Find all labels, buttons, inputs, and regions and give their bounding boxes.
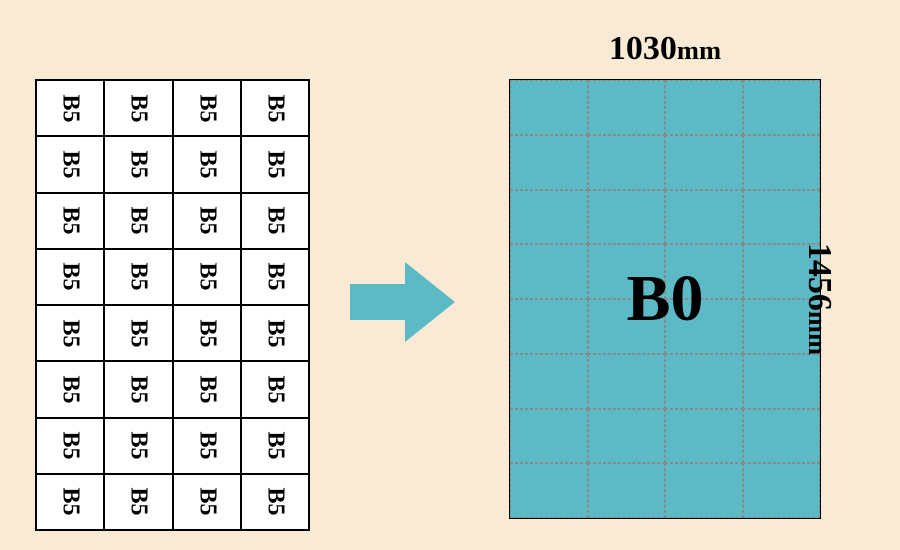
b0-subcell [588,463,666,518]
b5-cell-label: B5 [125,319,152,347]
b5-cell-label: B5 [261,432,288,460]
b0-subcell [588,190,666,245]
b5-cell-label: B5 [193,263,220,291]
width-dimension: 1030mm [509,30,821,68]
b5-cell-label: B5 [125,150,152,178]
height-dimension: 1456mm [798,79,838,519]
b5-cell: B5 [36,474,104,530]
b5-cell-label: B5 [193,319,220,347]
b5-cell: B5 [36,305,104,361]
b5-cell-label: B5 [57,375,84,403]
b5-cell: B5 [241,361,309,417]
arrow-icon [350,262,455,342]
b5-cell-label: B5 [193,94,220,122]
b0-subcell [510,409,588,464]
b5-cell: B5 [173,193,241,249]
b5-cell: B5 [173,474,241,530]
b0-subcell [510,299,588,354]
b0-subcell [510,463,588,518]
b0-subcell [665,299,743,354]
b5-cell-label: B5 [193,432,220,460]
b5-cell: B5 [36,193,104,249]
b5-cell: B5 [36,361,104,417]
b5-cell-label: B5 [261,488,288,516]
b5-cell-label: B5 [57,488,84,516]
b5-cell: B5 [104,249,172,305]
b0-subcell [665,409,743,464]
height-value: 1456 [801,243,838,311]
b5-cell-label: B5 [125,488,152,516]
b5-cell: B5 [241,305,309,361]
b5-cell: B5 [104,361,172,417]
b5-cell-label: B5 [261,319,288,347]
b5-cell: B5 [36,418,104,474]
b5-cell-label: B5 [57,207,84,235]
b5-cell: B5 [241,249,309,305]
b5-cell: B5 [104,80,172,136]
b5-cell-label: B5 [57,432,84,460]
b5-cell: B5 [241,136,309,192]
b5-cell: B5 [104,136,172,192]
b5-cell-label: B5 [57,319,84,347]
b0-subcell [510,80,588,135]
b5-cell: B5 [173,80,241,136]
b5-cell-label: B5 [261,207,288,235]
b5-cell: B5 [104,193,172,249]
b0-subcell [588,299,666,354]
b5-cell-label: B5 [57,263,84,291]
height-unit: mm [803,311,833,355]
b0-subcell [665,244,743,299]
b5-cell: B5 [173,136,241,192]
b5-cell-label: B5 [261,375,288,403]
width-value: 1030 [609,30,677,67]
b0-sheet [509,79,821,519]
b0-subcell [665,80,743,135]
b5-cell: B5 [36,249,104,305]
b5-cell-label: B5 [125,207,152,235]
b0-subcell [665,354,743,409]
b5-grid: B5 B5 B5 B5 B5 B5 B5 B5 B5 B5 B5 B5 B5 B5 B5 B5 B5 B5 B5 B5… [35,79,310,531]
b5-cell-label: B5 [261,150,288,178]
b0-subcell [510,354,588,409]
b5-cell: B5 [173,361,241,417]
b0-subcell [510,135,588,190]
b5-cell: B5 [104,474,172,530]
b0-subcell [588,354,666,409]
b5-cell-label: B5 [57,150,84,178]
b5-cell-label: B5 [261,263,288,291]
b5-cell: B5 [173,418,241,474]
b5-cell-label: B5 [125,263,152,291]
b5-cell: B5 [241,474,309,530]
b5-cell-label: B5 [193,375,220,403]
b5-cell-label: B5 [125,94,152,122]
b0-subcell [665,463,743,518]
b0-subcell [510,244,588,299]
b0-subcell [588,409,666,464]
b0-sheet-wrap: B0 [509,79,821,519]
b5-cell: B5 [104,418,172,474]
b5-cell: B5 [173,249,241,305]
b5-cell-label: B5 [125,432,152,460]
b5-cell: B5 [241,193,309,249]
b5-cell: B5 [241,418,309,474]
b5-cell-label: B5 [125,375,152,403]
b5-cell-label: B5 [193,488,220,516]
b0-subcell [588,244,666,299]
b5-cell: B5 [36,136,104,192]
b0-subcell [588,80,666,135]
b5-cell-label: B5 [193,150,220,178]
b0-subcell [510,190,588,245]
b5-cell-label: B5 [57,94,84,122]
b5-cell: B5 [173,305,241,361]
b0-subcell [588,135,666,190]
width-unit: mm [677,35,721,65]
b0-subcell [665,190,743,245]
b5-cell: B5 [104,305,172,361]
b5-cell-label: B5 [261,94,288,122]
b5-cell-label: B5 [193,207,220,235]
b5-cell: B5 [241,80,309,136]
b5-cell: B5 [36,80,104,136]
b0-subcell [665,135,743,190]
